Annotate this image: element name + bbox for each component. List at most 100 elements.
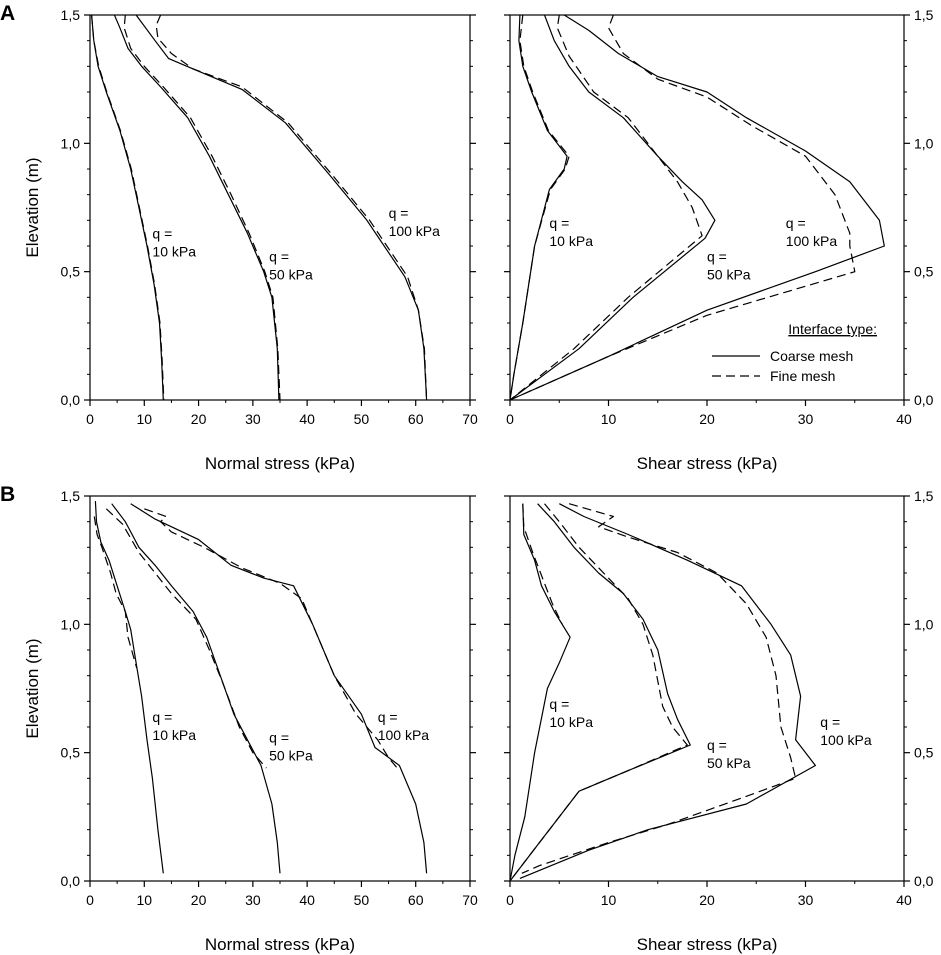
annotation-line: q =: [152, 225, 172, 241]
annotation-line: q =: [152, 709, 172, 725]
x-tick-label: 0: [506, 411, 514, 427]
series-line-50-kpa-coarse-mesh: [111, 503, 281, 874]
x-tick-label: 50: [354, 892, 370, 908]
panel-letter-a: A: [0, 2, 15, 25]
x-tick-label: 30: [798, 411, 814, 427]
annotation-line: 100 kPa: [378, 727, 430, 743]
annotation-line: q =: [549, 215, 569, 231]
series-line-50-kpa-fine-mesh: [123, 14, 281, 401]
annotation-line: q =: [707, 248, 727, 264]
series-annotation: q = 10 kPa: [549, 696, 593, 730]
series-annotation: q = 100 kPa: [820, 714, 872, 748]
series-annotation: q = 10 kPa: [549, 215, 593, 249]
series-line-50-kpa-fine-mesh: [509, 503, 688, 882]
legend: Interface type: Coarse mesh Fine mesh: [712, 321, 877, 384]
series-line-10-kpa-coarse-mesh: [91, 14, 164, 401]
y-axis-label: Elevation (m): [23, 157, 42, 257]
y-tick-label: 1,5: [61, 488, 81, 504]
annotation-line: q =: [786, 215, 806, 231]
legend-label-fine-mesh: Fine mesh: [770, 368, 835, 384]
annotation-line: 50 kPa: [707, 755, 751, 771]
annotation-line: 10 kPa: [152, 727, 196, 743]
series-line-100-kpa-fine-mesh: [155, 14, 428, 401]
annotation-line: q =: [707, 737, 727, 753]
annotation-line: q =: [269, 248, 289, 264]
plot-frame: [89, 495, 471, 882]
series-line-10-kpa-fine-mesh: [91, 14, 165, 401]
series-line-100-kpa-fine-mesh: [521, 503, 797, 874]
y-tick-label: 0,5: [914, 745, 934, 761]
plot-frame: [509, 495, 905, 882]
series-line-10-kpa-coarse-mesh: [509, 14, 568, 401]
x-axis-label: Normal stress (kPa): [205, 454, 355, 473]
x-tick-label: 0: [86, 411, 94, 427]
series-annotation: q = 10 kPa: [152, 709, 196, 743]
chart-A-normal: 0 10 20 30 40 50 60 70 0,0 0,5 1,0 1,5 Normal stress…: [23, 7, 478, 473]
x-tick-label: 0: [86, 892, 94, 908]
annotation-line: 10 kPa: [549, 233, 593, 249]
x-axis-label: Shear stress (kPa): [637, 935, 778, 954]
annotation-line: 50 kPa: [269, 266, 313, 282]
series-line-100-kpa-coarse-mesh: [509, 14, 885, 401]
annotation-line: 50 kPa: [707, 266, 751, 282]
y-axis-label: Elevation (m): [23, 638, 42, 738]
legend-label-coarse-mesh: Coarse mesh: [770, 348, 853, 364]
y-tick-label: 1,0: [61, 135, 81, 151]
x-tick-label: 40: [299, 411, 315, 427]
x-tick-label: 40: [299, 892, 315, 908]
x-axis-label: Normal stress (kPa): [205, 935, 355, 954]
x-axis-label: Shear stress (kPa): [637, 454, 778, 473]
series-line-50-kpa-coarse-mesh: [113, 14, 280, 401]
annotation-line: 100 kPa: [389, 223, 441, 239]
x-tick-label: 20: [699, 411, 715, 427]
annotation-line: q =: [378, 709, 398, 725]
x-tick-label: 10: [601, 892, 617, 908]
chart-panels: 0 10 20 30 40 50 60 70 0,0 0,5 1,0 1,5 Normal stress…: [23, 7, 934, 954]
x-tick-label: 10: [601, 411, 617, 427]
x-tick-label: 20: [191, 411, 207, 427]
x-tick-label: 10: [136, 411, 152, 427]
x-tick-label: 0: [506, 892, 514, 908]
series-line-50-kpa-fine-mesh: [509, 14, 703, 401]
y-tick-label: 0,5: [914, 264, 934, 280]
series-annotation: q = 100 kPa: [378, 709, 430, 743]
annotation-line: q =: [549, 696, 569, 712]
y-tick-label: 0,0: [61, 873, 81, 889]
x-tick-label: 30: [798, 892, 814, 908]
series-annotation: q = 50 kPa: [707, 248, 751, 282]
series-line-100-kpa-coarse-mesh: [135, 14, 428, 401]
x-tick-label: 70: [462, 892, 478, 908]
x-tick-label: 20: [699, 892, 715, 908]
y-tick-label: 1,5: [914, 7, 934, 23]
y-tick-label: 0,0: [914, 392, 934, 408]
series-annotation: q = 50 kPa: [707, 737, 751, 771]
annotation-line: q =: [269, 729, 289, 745]
series-annotation: q = 50 kPa: [269, 729, 313, 763]
y-tick-label: 1,0: [914, 616, 934, 632]
series-line-10-kpa-fine-mesh: [522, 503, 563, 625]
x-tick-label: 30: [245, 411, 261, 427]
chart-A-shear: 0 10 20 30 400,0 0,5 1,0 1,5 Shear stress (kPa) q…: [504, 7, 934, 473]
y-tick-label: 1,0: [914, 135, 934, 151]
series-annotation: q = 50 kPa: [269, 248, 313, 282]
x-tick-label: 40: [896, 892, 912, 908]
annotation-line: 50 kPa: [269, 747, 313, 763]
series-line-10-kpa-coarse-mesh: [94, 501, 164, 874]
y-tick-label: 0,0: [914, 873, 934, 889]
series-line-100-kpa-fine-mesh: [144, 508, 400, 771]
series-line-10-kpa-fine-mesh: [93, 516, 138, 669]
chart-B-shear: 0 10 20 30 400,0 0,5 1,0 1,5 Shear stress (kPa) q…: [504, 488, 934, 954]
series-line-10-kpa-fine-mesh: [509, 14, 570, 401]
x-tick-label: 70: [462, 411, 478, 427]
series-line-50-kpa-coarse-mesh: [509, 503, 691, 882]
annotation-line: 10 kPa: [152, 243, 196, 259]
y-tick-label: 0,0: [61, 392, 81, 408]
series-line-10-kpa-coarse-mesh: [509, 503, 571, 882]
series-line-100-kpa-fine-mesh: [509, 14, 856, 401]
x-tick-label: 60: [408, 411, 424, 427]
series-annotation: q = 100 kPa: [389, 205, 441, 239]
y-tick-label: 1,0: [61, 616, 81, 632]
series-line-50-kpa-coarse-mesh: [509, 14, 716, 401]
y-tick-label: 1,5: [61, 7, 81, 23]
